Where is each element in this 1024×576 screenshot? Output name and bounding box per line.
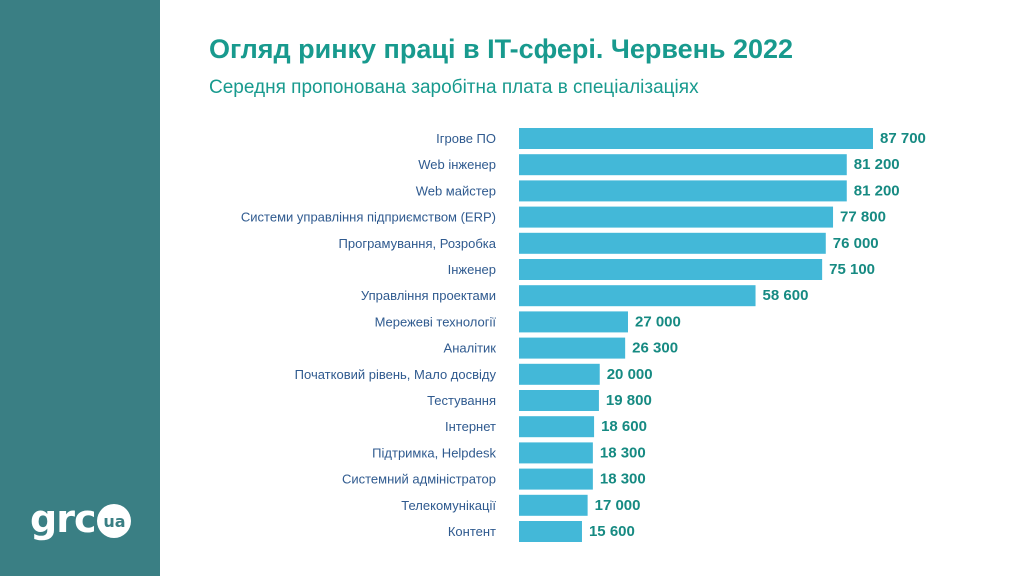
value-label: 15 600	[589, 523, 635, 540]
value-label: 81 200	[854, 182, 900, 199]
value-label: 18 300	[600, 444, 646, 461]
logo-badge: ua	[97, 504, 132, 538]
category-label: Web майстер	[416, 183, 496, 198]
category-label: Системний адміністратор	[342, 472, 496, 487]
bar	[519, 390, 599, 411]
bar	[519, 180, 847, 202]
category-label: Початковий рівень, Мало досвіду	[295, 367, 497, 382]
value-label: 76 000	[833, 235, 879, 252]
bar	[519, 494, 588, 516]
bar	[519, 521, 582, 542]
page-title: Огляд ринку праці в IT-сфері. Червень 20…	[209, 34, 794, 64]
category-label: Управління проектами	[361, 288, 496, 303]
value-label: 19 800	[606, 392, 652, 409]
bar	[519, 442, 593, 464]
category-label: Аналітик	[444, 341, 497, 356]
category-label: Мережеві технології	[375, 314, 497, 329]
page-subtitle: Середня пропонована заробітна плата в сп…	[209, 77, 699, 98]
value-label: 87 700	[880, 130, 926, 147]
category-label: Тестування	[427, 393, 496, 408]
value-label: 18 300	[600, 471, 646, 488]
value-label: 75 100	[829, 261, 875, 278]
bar	[519, 416, 595, 438]
bar	[519, 154, 847, 176]
bar	[519, 285, 756, 307]
bar	[519, 311, 628, 333]
category-label: Підтримка, Helpdesk	[372, 445, 496, 460]
bar	[519, 468, 593, 490]
category-label: Інженер	[448, 262, 496, 277]
category-label: Інтернет	[445, 419, 496, 434]
bar	[519, 232, 826, 254]
bar	[519, 206, 834, 228]
category-label: Системи управління підприємством (ERP)	[241, 210, 496, 225]
category-label: Ігрове ПО	[436, 131, 496, 146]
bar	[519, 259, 823, 280]
bar	[519, 337, 626, 359]
value-label: 58 600	[763, 287, 809, 304]
value-label: 26 300	[632, 340, 678, 357]
value-label: 27 000	[635, 313, 681, 330]
value-label: 17 000	[595, 497, 641, 514]
bar	[519, 363, 600, 385]
value-label: 81 200	[854, 156, 900, 173]
category-label: Програмування, Розробка	[339, 236, 497, 251]
bar	[519, 128, 873, 149]
value-label: 20 000	[607, 366, 653, 383]
value-label: 77 800	[840, 209, 886, 226]
category-label: Телекомунікації	[401, 498, 496, 513]
grc-logo: grc ua	[30, 497, 132, 541]
value-label: 18 600	[601, 418, 647, 435]
sidebar-panel: grc ua	[0, 0, 160, 576]
category-label: Контент	[448, 524, 496, 539]
category-label: Web інженер	[418, 157, 496, 172]
logo-text: grc	[30, 497, 96, 541]
